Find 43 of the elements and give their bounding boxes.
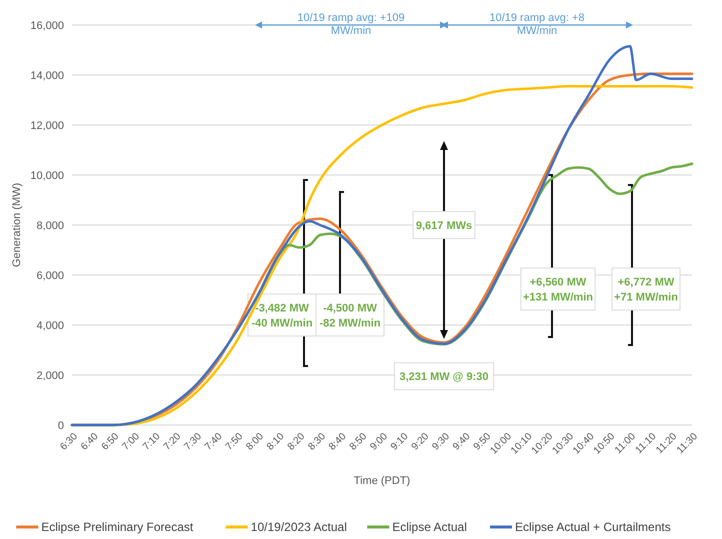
y-tick-label: 8,000 (36, 220, 64, 232)
x-tick-label: 8:50 (348, 430, 370, 453)
annotation: -3,482 MW -40 MW/min (251, 302, 313, 330)
x-tick-label: 7:20 (162, 430, 184, 453)
annotation: -4,500 MW -82 MW/min (319, 302, 381, 330)
x-tick-label: 7:00 (120, 430, 142, 453)
legend-label: Eclipse Preliminary Forecast (41, 520, 194, 534)
x-tick-label: 7:30 (182, 430, 204, 453)
legend-label: Eclipse Actual (392, 520, 467, 534)
x-tick-label: 6:30 (58, 430, 80, 453)
y-tick-label: 2,000 (36, 370, 64, 382)
y-tick-label: 16,000 (30, 20, 64, 32)
x-tick-label: 9:40 (451, 430, 473, 453)
x-tick-label: 6:50 (100, 430, 122, 453)
x-tick-label: 9:00 (368, 430, 390, 453)
x-tick-label: 7:10 (141, 430, 163, 453)
x-tick-label: 9:10 (389, 430, 411, 453)
legend-label: Eclipse Actual + Curtailments (515, 520, 671, 534)
x-tick-label: 9:30 (430, 430, 452, 453)
x-tick-label: 6:40 (79, 430, 101, 453)
annotation: 3,231 MW @ 9:30 (400, 371, 488, 384)
y-tick-label: 0 (58, 420, 64, 432)
annotation: 10/19 ramp avg: +109 MW/min (297, 12, 405, 37)
y-tick-label: 6,000 (36, 270, 64, 282)
x-tick-label: 9:20 (410, 430, 432, 453)
x-tick-label: 8:00 (244, 430, 266, 453)
annotation: 10/19 ramp avg: +8 MW/min (489, 12, 585, 37)
y-tick-label: 4,000 (36, 320, 64, 332)
y-axis-title: Generation (MW) (11, 182, 23, 268)
x-tick-label: 8:20 (286, 430, 308, 453)
y-tick-label: 12,000 (30, 120, 64, 132)
x-tick-label: 7:40 (203, 430, 225, 453)
legend-label: 10/19/2023 Actual (250, 520, 347, 534)
annotation: +6,772 MW +71 MW/min (614, 276, 678, 304)
y-tick-label: 10,000 (30, 170, 64, 182)
x-axis-title: Time (PDT) (354, 475, 410, 487)
x-tick-label: 8:30 (306, 430, 328, 453)
x-tick-label: 7:50 (224, 430, 246, 453)
annotation: 9,617 MWs (416, 220, 472, 232)
y-tick-label: 14,000 (30, 70, 64, 82)
annotation: +6,560 MW +131 MW/min (523, 276, 594, 304)
x-tick-label: 8:40 (327, 430, 349, 453)
x-tick-label: 8:10 (265, 430, 287, 453)
